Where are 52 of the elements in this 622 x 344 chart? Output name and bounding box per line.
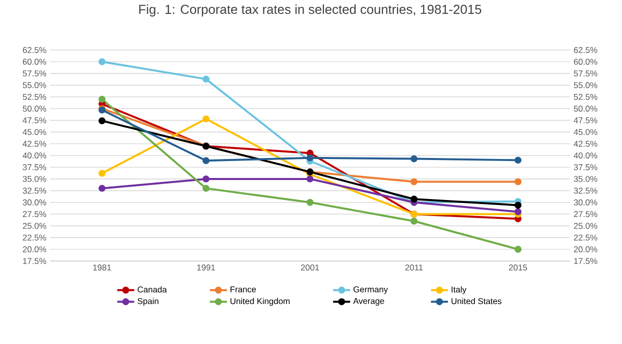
y2-tick-label: 52.5% — [574, 94, 598, 100]
y-tick-label: 60.0% — [22, 58, 46, 65]
y-tick-label: 45.0% — [22, 129, 46, 136]
legend-label: Italy — [452, 286, 466, 294]
y2-tick-label: 25.0% — [574, 222, 598, 229]
legend-label: Germany — [354, 286, 388, 294]
y2-tick-label: 45.0% — [574, 129, 598, 136]
y2-tick-label: 50.0% — [574, 106, 598, 112]
legend-label: Canada — [138, 286, 167, 292]
y-tick-label: 30.0% — [22, 199, 46, 206]
y2-tick-label: 30.0% — [574, 199, 598, 206]
y-tick-label: 20.0% — [22, 246, 46, 252]
y-tick-label: 57.5% — [22, 70, 46, 76]
y-tick-label: 42.5% — [22, 140, 46, 147]
x-tick-label: 2001 — [301, 264, 320, 271]
legend-label: United States — [452, 298, 502, 304]
legend-label: United Kingdom — [230, 298, 290, 306]
y2-tick-label: 60.0% — [574, 58, 598, 65]
y-tick-label: 32.5% — [22, 188, 46, 194]
y-tick-label: 27.5% — [22, 211, 46, 218]
y-tick-label: 47.5% — [22, 117, 46, 124]
y-tick-label: 35.0% — [22, 176, 46, 182]
y2-tick-label: 62.5% — [574, 47, 598, 53]
legend-label: Spain — [138, 298, 158, 306]
y-tick-label: 52.5% — [22, 94, 46, 100]
y-tick-label: 55.0% — [22, 82, 46, 88]
y-tick-label: 40.0% — [22, 152, 46, 158]
y-tick-label: 25.0% — [22, 222, 46, 229]
y2-tick-label: 55.0% — [574, 82, 598, 88]
y2-tick-label: 37.5% — [574, 164, 598, 170]
y2-tick-label: 47.5% — [574, 117, 598, 124]
x-tick-label: 2015 — [509, 264, 528, 271]
y2-tick-label: 40.0% — [574, 152, 598, 158]
y2-tick-label: 32.5% — [574, 188, 598, 194]
y-tick-label: 22.5% — [22, 234, 46, 241]
y-tick-label: 17.5% — [23, 258, 46, 264]
y2-tick-label: 42.5% — [574, 140, 598, 147]
x-tick-label: 1991 — [197, 264, 216, 271]
x-tick-label: 1981 — [93, 264, 112, 271]
y2-tick-label: 20.0% — [574, 246, 598, 252]
y-tick-label: 62.5% — [22, 47, 46, 53]
legend-label: France — [230, 286, 256, 292]
y2-tick-label: 17.5% — [574, 258, 598, 264]
y2-tick-label: 22.5% — [574, 234, 598, 241]
y2-tick-label: 57.5% — [574, 70, 598, 76]
y2-tick-label: 35.0% — [574, 176, 598, 182]
y-tick-label: 37.5% — [22, 164, 46, 170]
legend-label: Average — [353, 298, 384, 306]
x-tick-label: 2011 — [405, 264, 423, 271]
y2-tick-label: 27.5% — [574, 211, 598, 218]
y-tick-label: 50.0% — [22, 106, 46, 112]
chart-title: Fig. 1: Corporate tax rates in selected countries, 1981-2015 — [139, 4, 482, 16]
